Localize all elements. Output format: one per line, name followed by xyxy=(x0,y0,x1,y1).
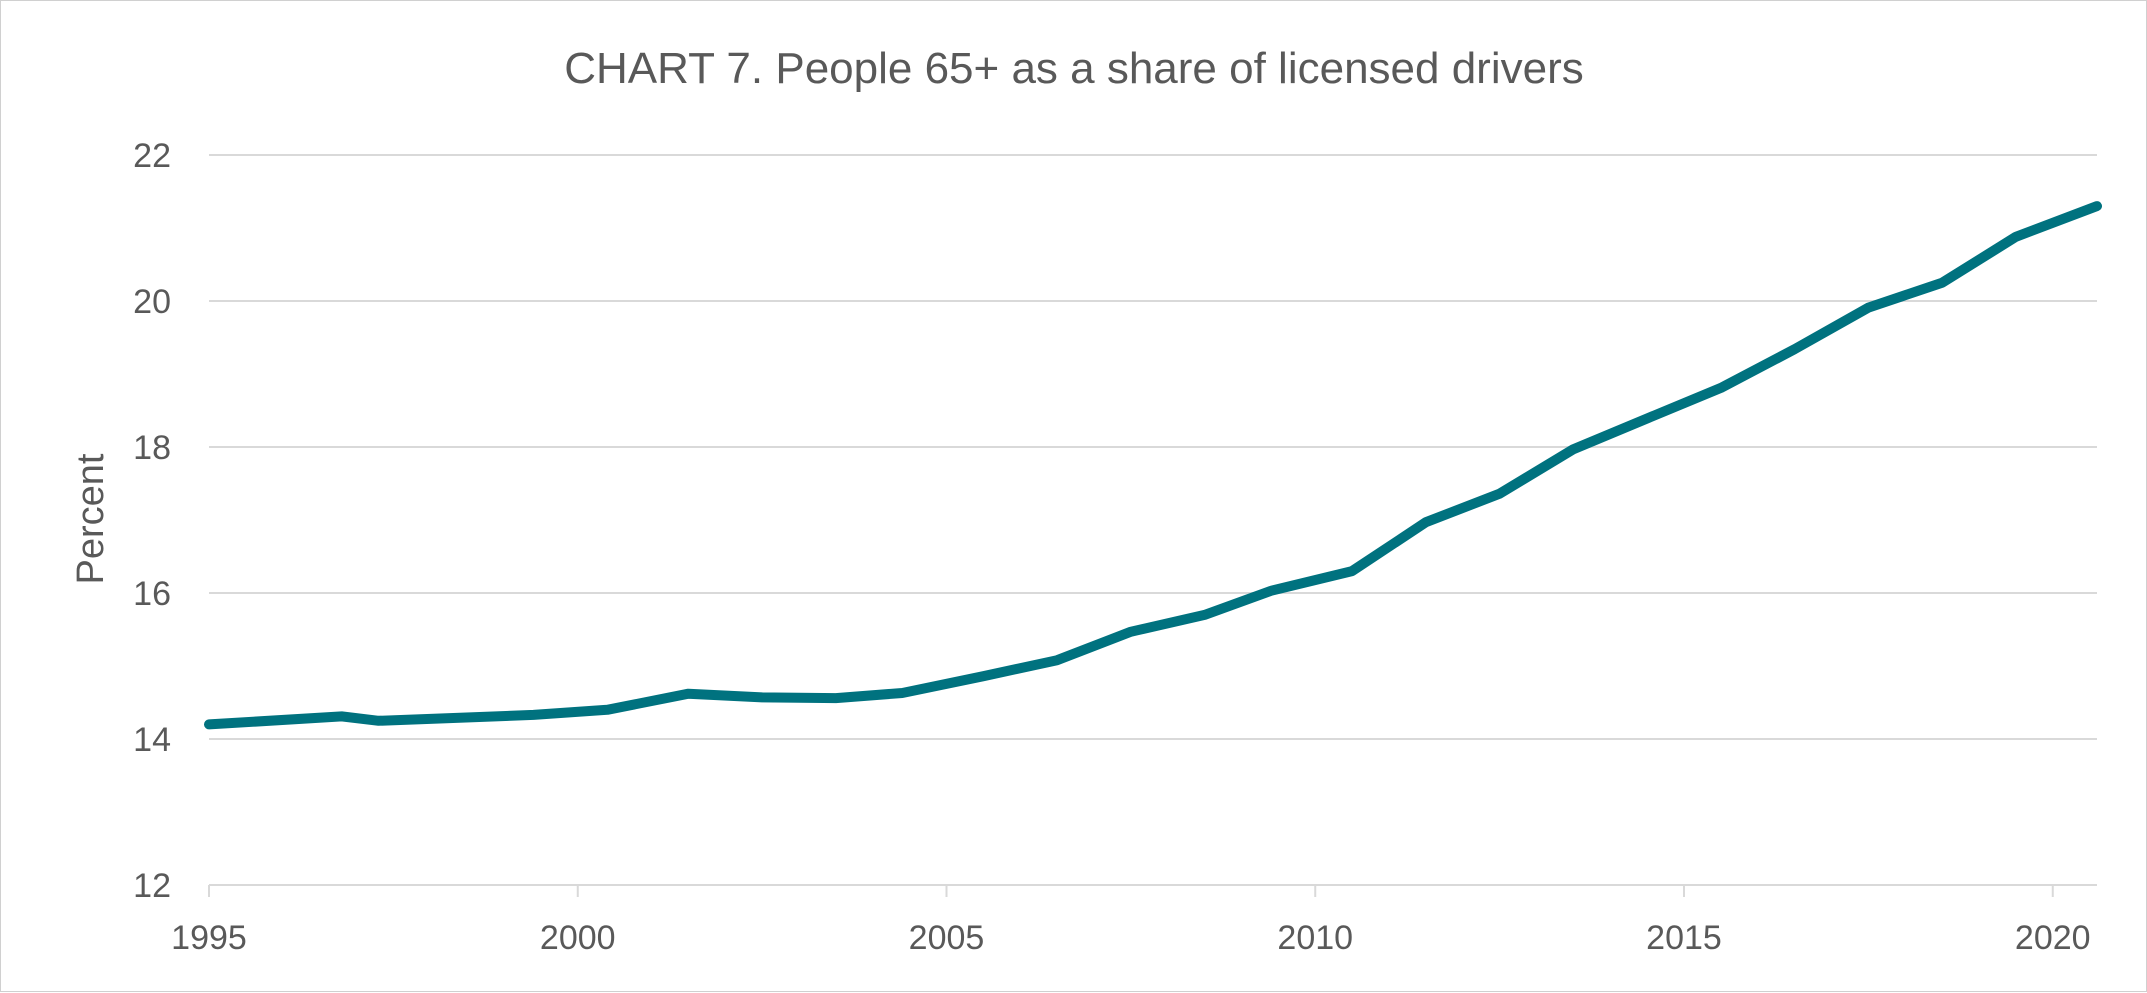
x-tick-label: 2005 xyxy=(909,919,985,957)
y-tick-label: 12 xyxy=(133,867,171,905)
series-layer xyxy=(204,201,2102,730)
gridlines xyxy=(209,154,2097,886)
y-axis-ticks: 12 14 16 18 20 22 xyxy=(133,137,171,905)
y-tick-label: 22 xyxy=(133,137,171,175)
x-tick-label: 2020 xyxy=(2015,919,2091,957)
y-tick-label: 20 xyxy=(133,283,171,321)
series-line xyxy=(204,201,2102,730)
x-tick-label: 1995 xyxy=(171,919,247,957)
y-tick-label: 14 xyxy=(133,721,171,759)
x-tick-label: 2015 xyxy=(1646,919,1722,957)
y-tick-label: 18 xyxy=(133,429,171,467)
y-axis-label: Percent xyxy=(70,453,112,584)
y-tick-label: 16 xyxy=(133,575,171,613)
x-tick-label: 2010 xyxy=(1277,919,1353,957)
x-axis-ticks: 1995 2000 2005 2010 2015 2020 xyxy=(171,885,2091,957)
x-tick-label: 2000 xyxy=(540,919,616,957)
chart-title: CHART 7. People 65+ as a share of licens… xyxy=(564,44,1583,93)
